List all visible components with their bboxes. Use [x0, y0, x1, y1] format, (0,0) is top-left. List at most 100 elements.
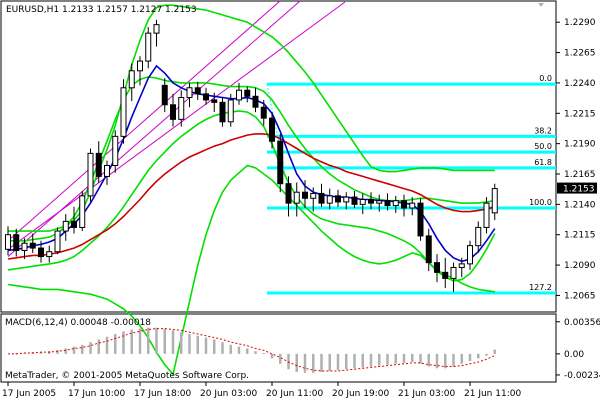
chart-symbol-label: EURUSD,H1 — [6, 5, 59, 15]
bear-candle-body — [277, 140, 284, 185]
candle-50 — [417, 198, 424, 241]
candlesticks — [5, 19, 498, 292]
bear-candle-body — [29, 242, 36, 249]
bear-candle-body — [252, 95, 259, 108]
bull-candle-body — [491, 188, 498, 214]
price-axis[interactable]: 1.2290 1.2265 1.2240 1.2215 1.2190 1.2165 1.21… — [556, 18, 596, 301]
bear-candle-body — [368, 199, 374, 204]
bull-candle-body — [46, 251, 53, 258]
bear-candle-body — [211, 99, 218, 103]
fib-level-label-3: 61.8 — [534, 158, 552, 167]
time-tick-label-3: 20 Jun 03:00 — [200, 389, 257, 399]
current-price-marker: 1.2153 — [557, 182, 597, 195]
bull-candle-body — [326, 195, 333, 204]
bear-candle-body — [38, 247, 44, 258]
time-tick-label-2: 17 Jun 18:00 — [134, 389, 191, 399]
bear-candle-body — [161, 84, 168, 106]
bear-candle-body — [285, 183, 292, 204]
bear-candle-body — [434, 262, 440, 273]
bull-candle-body — [227, 99, 234, 123]
bull-candle-body — [62, 220, 69, 232]
candle-37 — [310, 187, 317, 212]
price-tick-label-1: 1.2265 — [564, 49, 596, 59]
candle-40 — [335, 189, 341, 207]
candle-58 — [483, 197, 490, 234]
macd-signal-line — [8, 328, 496, 372]
candle-26 — [219, 97, 226, 127]
candle-29 — [244, 86, 251, 103]
candle-49 — [409, 197, 416, 216]
bear-candle-body — [417, 202, 424, 237]
candle-14 — [120, 79, 127, 144]
bear-candle-body — [244, 89, 251, 97]
candle-18 — [153, 19, 160, 47]
price-tick-label-3: 1.2215 — [564, 109, 596, 119]
trendlines[interactable] — [7, 0, 346, 257]
macd-label: MACD(6,12,4) 0.00048 -0.00018 — [5, 318, 151, 328]
candle-27 — [227, 93, 234, 127]
macd-tick-label-0: 0.00356 — [564, 318, 600, 328]
price-tick-label-0: 1.2290 — [564, 18, 596, 28]
main-plot-frame — [0, 0, 557, 313]
bull-candle-body — [343, 196, 350, 203]
candle-54 — [450, 262, 457, 292]
time-axis[interactable]: 17 Jun 2005 17 Jun 10:00 17 Jun 18:00 20 Ju… — [2, 382, 521, 399]
candle-19 — [161, 78, 168, 113]
fib-level-label-2: 50.0 — [534, 142, 552, 151]
chart-shift-marker-icon[interactable] — [538, 3, 544, 7]
candle-12 — [104, 160, 110, 185]
bull-candle-body — [450, 267, 457, 279]
candle-55 — [458, 257, 465, 278]
bull-candle-body — [21, 242, 28, 251]
candle-16 — [137, 56, 143, 86]
candle-44 — [368, 192, 374, 210]
candle-13 — [112, 130, 119, 173]
candle-8 — [71, 206, 77, 234]
candle-41 — [343, 192, 350, 210]
price-tick-label-7: 1.2115 — [564, 231, 596, 241]
bull-candle-body — [5, 234, 11, 250]
candle-21 — [178, 90, 185, 127]
trendline-3[interactable] — [7, 0, 281, 242]
macd-plot-frame — [0, 313, 557, 383]
bull-candle-body — [186, 87, 193, 98]
candle-20 — [170, 93, 176, 127]
price-tick-label-5: 1.2165 — [564, 170, 596, 180]
time-tick-label-1: 17 Jun 10:00 — [68, 389, 125, 399]
bear-candle-body — [442, 271, 449, 279]
time-tick-label-4: 20 Jun 11:00 — [266, 389, 323, 399]
bull-candle-body — [359, 199, 366, 205]
candle-45 — [376, 194, 383, 212]
fib-level-label-4: 100.0 — [529, 198, 552, 207]
price-tick-label-4: 1.2190 — [564, 140, 596, 150]
bear-candle-body — [351, 196, 358, 205]
candle-25 — [211, 92, 218, 113]
bear-candle-body — [425, 235, 432, 264]
copyright-text: MetaTrader, © 2001-2005 MetaQuotes Softw… — [5, 371, 249, 381]
candle-34 — [285, 176, 292, 217]
bear-candle-body — [203, 93, 209, 101]
bull-candle-body — [87, 152, 94, 197]
bull-candle-body — [54, 230, 61, 253]
candle-22 — [186, 82, 193, 108]
candle-28 — [236, 82, 242, 105]
candle-11 — [95, 141, 102, 183]
macd-tick-label-1: 0.00 — [564, 350, 584, 360]
time-tick-label-0: 17 Jun 2005 — [2, 389, 56, 399]
bear-candle-body — [260, 106, 267, 119]
candle-3 — [29, 233, 36, 253]
trendline-2[interactable] — [7, 1, 346, 250]
bull-candle-body — [293, 191, 300, 204]
bear-candle-body — [401, 200, 407, 209]
candle-38 — [318, 183, 325, 207]
candle-15 — [128, 63, 135, 102]
bollinger-outer-lower — [7, 164, 495, 377]
bull-candle-body — [128, 70, 135, 89]
bull-candle-body — [458, 263, 465, 269]
bull-candle-body — [376, 200, 383, 204]
fibonacci-retracement[interactable]: 0.0 38.2 50.0 61.8 100.0 127.2 — [266, 74, 556, 295]
time-tick-label-6: 21 Jun 03:00 — [398, 389, 455, 399]
candle-35 — [293, 182, 300, 217]
